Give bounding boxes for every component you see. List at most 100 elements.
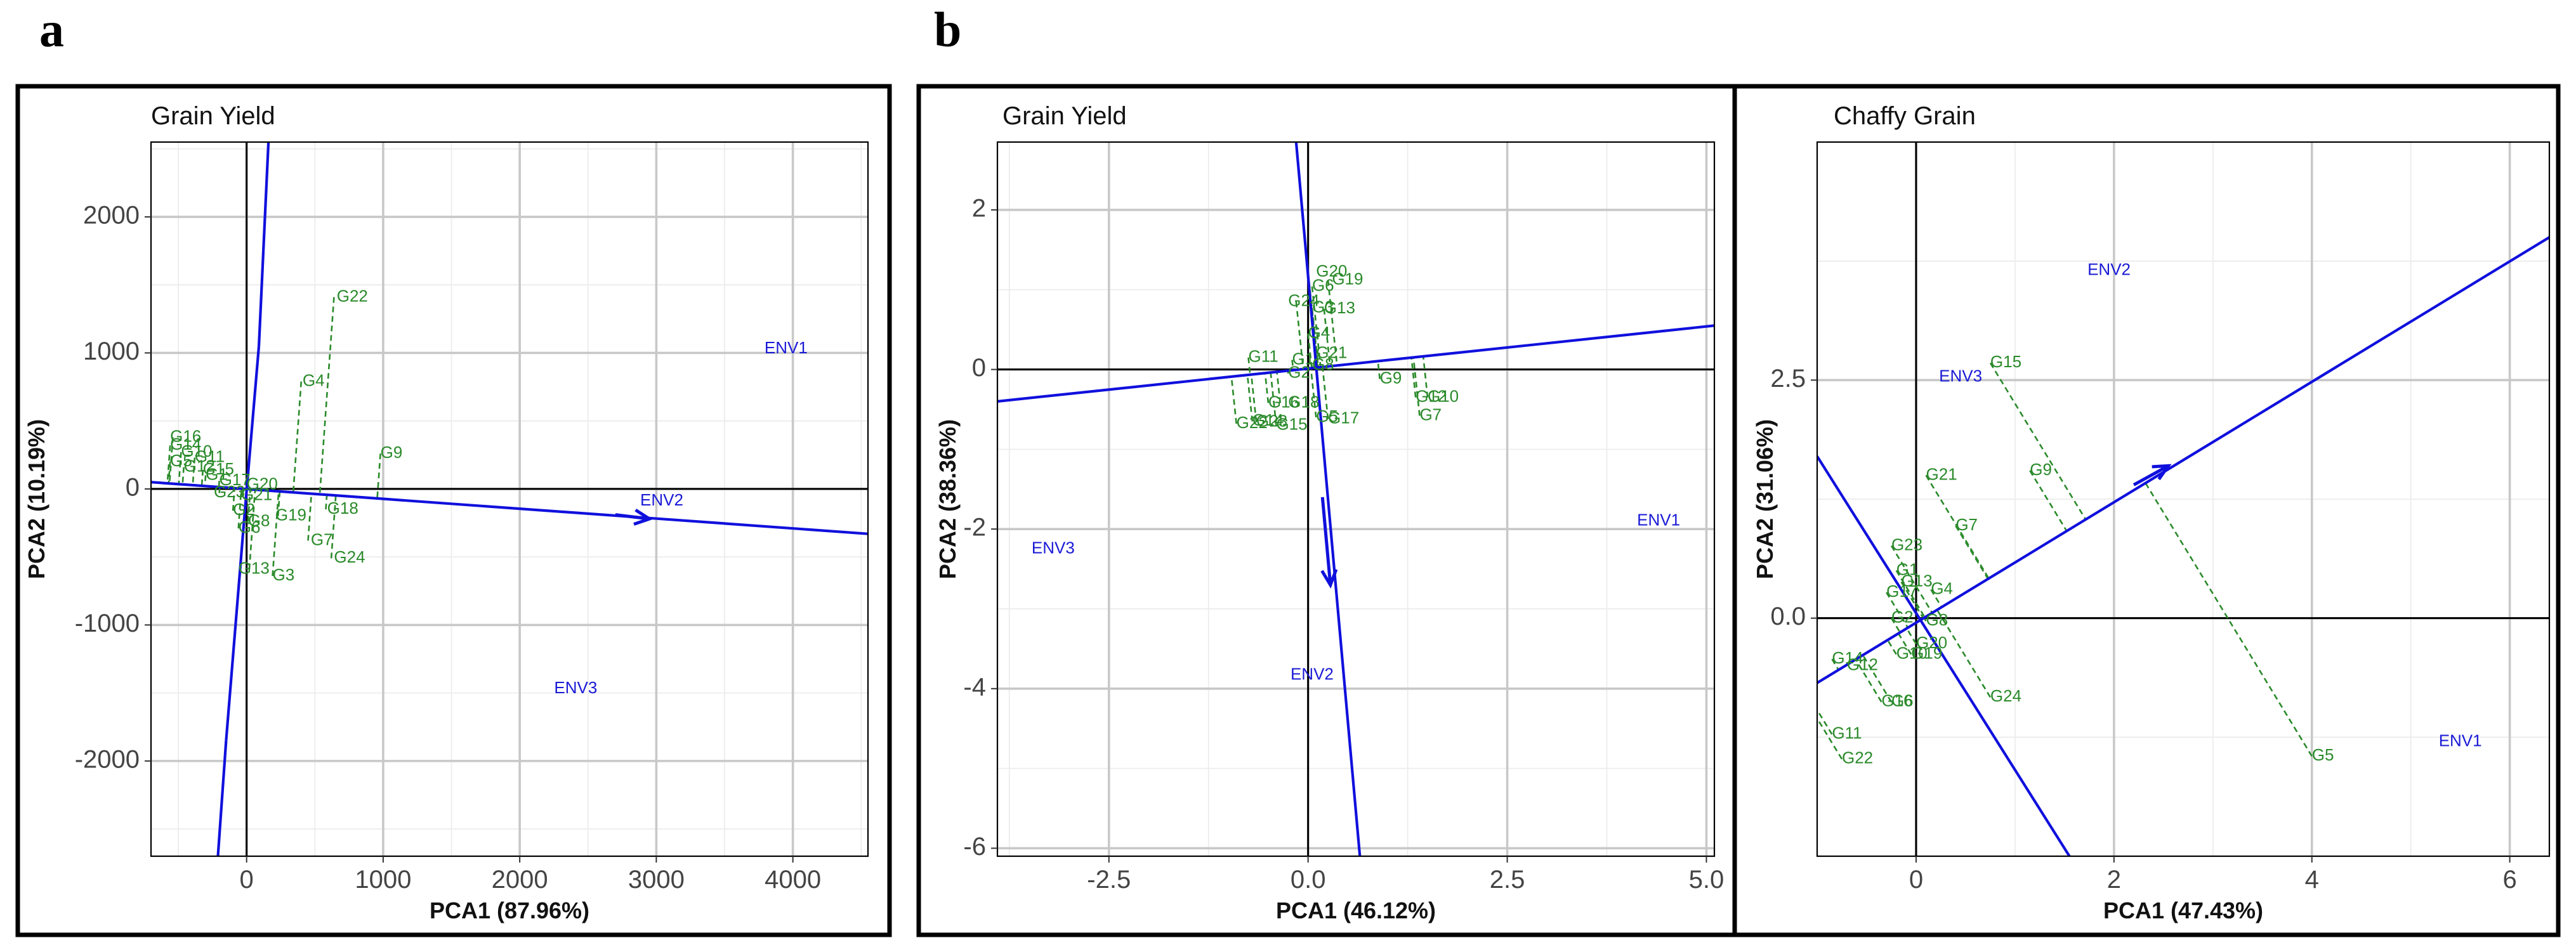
genotype-label-G16: G16 — [170, 426, 201, 445]
genotype-label-G16: G16 — [1881, 691, 1912, 710]
genotype-label-G9: G9 — [381, 443, 403, 462]
projection-G2 — [1890, 617, 1901, 633]
genotype-label-G7: G7 — [1955, 515, 1978, 534]
projection-G15 — [200, 469, 204, 486]
genotype-label-G14: G14 — [1832, 648, 1863, 667]
genotype-label-G13: G13 — [239, 558, 270, 577]
mean-axis-arrow-head — [2152, 464, 2172, 481]
x-tick-label: 4000 — [765, 866, 821, 894]
projection-G22 — [1817, 717, 1843, 760]
env-label-ENV1: ENV1 — [1637, 510, 1680, 529]
projection-G19 — [277, 491, 281, 516]
y-tick-label: 0 — [972, 354, 986, 382]
projection-G4 — [1307, 333, 1313, 368]
projection-G7 — [1955, 525, 1989, 580]
panel-a-frame — [15, 84, 892, 937]
genotype-label-G2: G2 — [1891, 608, 1914, 627]
projection-G17 — [1322, 367, 1329, 419]
plot-border — [1816, 141, 2551, 857]
biplot-line-1 — [151, 481, 868, 535]
genotype-label-G12: G12 — [184, 456, 215, 475]
genotype-label-G8: G8 — [248, 511, 270, 530]
panel-b-left-frame — [916, 84, 1737, 937]
projection-G4 — [292, 381, 303, 493]
genotype-label-G6: G6 — [1891, 691, 1914, 710]
projection-G15 — [1989, 362, 2087, 520]
genotype-label-G1: G1 — [1896, 559, 1919, 578]
genotype-label-G15: G15 — [1990, 352, 2021, 371]
projection-G13 — [1900, 581, 1924, 619]
biplot-line-1 — [1817, 236, 2549, 684]
x-tick-label: 0 — [240, 866, 254, 894]
x-tick-label: 5.0 — [1689, 866, 1725, 894]
genotype-label-G6: G6 — [239, 518, 261, 537]
env-label-ENV3: ENV3 — [554, 678, 597, 697]
y-tick-label: -2 — [963, 514, 986, 542]
genotype-label-G18: G18 — [1288, 392, 1319, 411]
genotype-label-G24: G24 — [1288, 290, 1319, 310]
projection-G23 — [1890, 545, 1933, 614]
projection-G13 — [1323, 308, 1331, 367]
projection-G13 — [248, 489, 256, 570]
projection-G4 — [1930, 589, 1943, 608]
x-tick-label: 2.5 — [1490, 866, 1525, 894]
mean-axis-arrow-shaft — [615, 513, 650, 521]
genotype-label-G10: G10 — [1428, 386, 1459, 405]
y-tick-label: 2000 — [83, 202, 140, 230]
mean-axis-arrow-shaft — [2132, 464, 2169, 486]
projection-G22 — [319, 297, 335, 495]
projection-G7 — [1412, 357, 1421, 416]
y-tick-label: 0.0 — [1770, 603, 1806, 630]
y-tick-label: -6 — [963, 833, 986, 861]
projection-G1 — [1291, 360, 1294, 370]
genotype-label-G12: G12 — [1847, 655, 1878, 674]
y-axis-label: PCA2 (31.06%) — [1752, 419, 1778, 579]
genotype-label-G2: G2 — [1288, 363, 1310, 382]
projection-G12 — [181, 467, 185, 485]
projection-G11 — [192, 457, 196, 486]
projection-G3 — [272, 491, 280, 577]
mean-axis-arrow-head — [633, 508, 654, 526]
genotype-label-G19: G19 — [1911, 644, 1942, 663]
projection-G17 — [1886, 592, 1909, 629]
genotype-label-G19: G19 — [275, 505, 306, 525]
projection-G10 — [1886, 639, 1897, 655]
genotype-label-G5: G5 — [170, 451, 192, 470]
projection-G24 — [330, 495, 337, 559]
genotype-label-G18: G18 — [327, 499, 358, 518]
projection-G6 — [1311, 286, 1322, 368]
genotype-label-G23: G23 — [214, 482, 245, 501]
projection-G20 — [1906, 628, 1917, 644]
x-tick-label: 4 — [2305, 866, 2319, 894]
panel-letter-b: b — [934, 2, 962, 57]
y-tick-label: 2.5 — [1770, 365, 1806, 393]
mean-axis-arrow-shaft — [1320, 497, 1332, 585]
projection-G7 — [307, 493, 313, 541]
genotype-label-G21: G21 — [1926, 464, 1957, 483]
y-tick-label: 2 — [972, 195, 986, 223]
x-tick-label: -2.5 — [1087, 866, 1131, 894]
genotype-label-G21: G21 — [1316, 342, 1347, 362]
projection-G5 — [168, 461, 171, 484]
genotype-label-G5: G5 — [1316, 407, 1338, 426]
y-tick-label: -4 — [963, 673, 986, 701]
genotype-label-G4: G4 — [1931, 579, 1953, 598]
projection-G5 — [1310, 368, 1317, 418]
projection-G22 — [1230, 376, 1237, 424]
projection-G23 — [1250, 374, 1258, 422]
genotype-label-G15: G15 — [203, 459, 234, 478]
biplot-line-1 — [997, 324, 1714, 403]
projection-G10 — [1422, 356, 1429, 398]
projection-G19 — [1897, 633, 1912, 655]
biplot-line-5 — [257, 142, 270, 346]
genotype-label-G8: G8 — [1312, 355, 1334, 374]
genotype-label-G1: G1 — [206, 464, 228, 483]
genotype-label-G20: G20 — [1316, 261, 1347, 280]
genotype-label-G4: G4 — [1308, 323, 1331, 342]
x-tick-label: 0 — [1909, 866, 1923, 894]
biplot-line-4 — [242, 346, 261, 523]
